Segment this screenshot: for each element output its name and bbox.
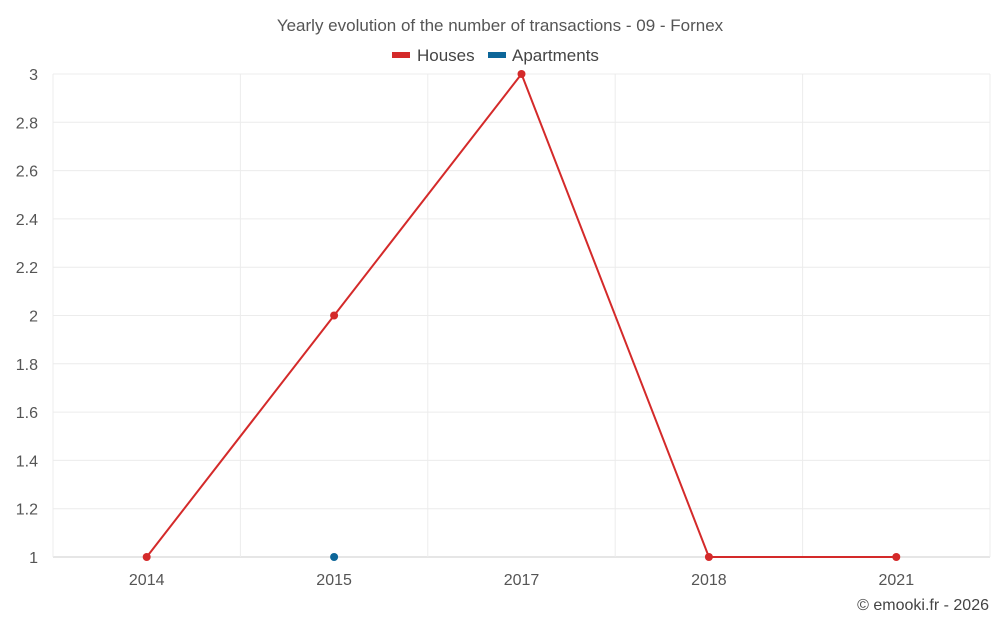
y-tick-label: 1.8 (16, 357, 38, 374)
y-tick-label: 1 (29, 550, 38, 567)
data-point-houses[interactable] (330, 311, 339, 320)
x-tick-label: 2021 (879, 572, 915, 589)
credit-text: © emooki.fr - 2026 (857, 597, 989, 614)
data-point-houses[interactable] (892, 553, 901, 561)
y-tick-label: 2 (29, 309, 38, 326)
data-point-apartments[interactable] (330, 553, 339, 561)
series (142, 70, 901, 561)
y-axis-ticks: 1 1.2 1.4 1.6 1.8 2 2.2 2.4 2.6 2.8 3 (16, 67, 38, 567)
y-tick-label: 2.8 (16, 115, 38, 132)
y-tick-label: 1.2 (16, 502, 38, 519)
data-point-houses[interactable] (142, 553, 151, 561)
series-houses (142, 70, 901, 561)
data-point-houses[interactable] (704, 553, 713, 561)
data-point-houses[interactable] (517, 70, 526, 78)
legend: Houses Apartments (392, 46, 599, 65)
series-apartments (330, 553, 339, 561)
y-tick-label: 2.4 (16, 212, 38, 229)
x-tick-label: 2014 (129, 572, 165, 589)
legend-swatch-apartments (488, 52, 506, 58)
legend-swatch-houses (392, 52, 410, 58)
chart-title: Yearly evolution of the number of transa… (277, 16, 724, 35)
y-tick-label: 2.6 (16, 164, 38, 181)
legend-label-apartments[interactable]: Apartments (512, 46, 599, 65)
x-tick-label: 2015 (316, 572, 352, 589)
grid (52, 73, 991, 558)
y-tick-label: 3 (29, 67, 38, 84)
x-axis-ticks: 2014 2015 2017 2018 2021 (129, 572, 914, 589)
x-tick-label: 2018 (691, 572, 727, 589)
y-tick-label: 1.4 (16, 453, 38, 470)
legend-label-houses[interactable]: Houses (417, 46, 475, 65)
x-tick-label: 2017 (504, 572, 540, 589)
y-tick-label: 1.6 (16, 405, 38, 422)
y-tick-label: 2.2 (16, 260, 38, 277)
